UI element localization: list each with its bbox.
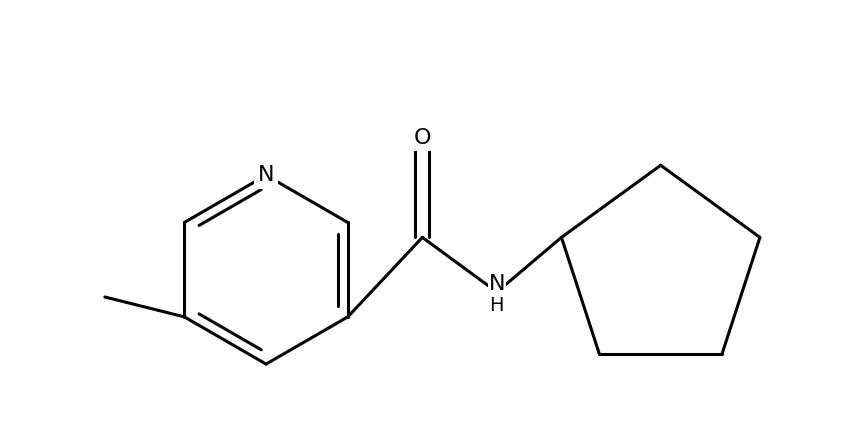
Text: N: N	[258, 165, 274, 185]
Text: O: O	[413, 128, 431, 148]
Text: H: H	[490, 296, 504, 315]
Text: N: N	[489, 274, 505, 294]
